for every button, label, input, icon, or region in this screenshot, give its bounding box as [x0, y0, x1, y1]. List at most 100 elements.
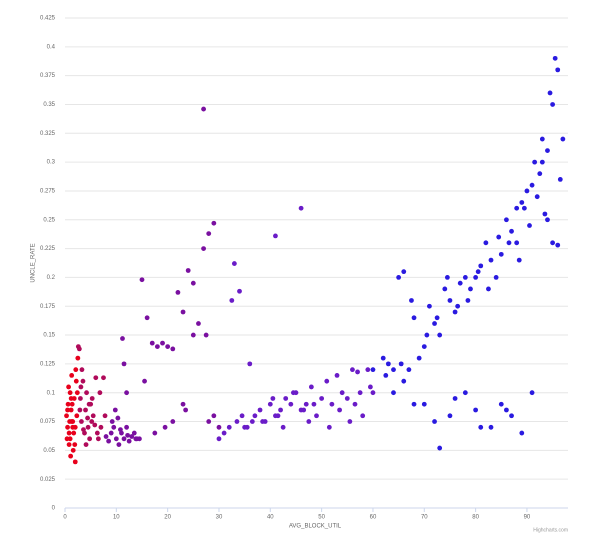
- point: [306, 419, 312, 424]
- point: [111, 424, 117, 430]
- point: [360, 413, 366, 419]
- point: [509, 228, 514, 234]
- point: [252, 413, 258, 419]
- point: [329, 401, 335, 407]
- point: [465, 298, 471, 303]
- point: [68, 453, 74, 459]
- point: [206, 419, 212, 424]
- y-tick-label: 0.425: [40, 16, 56, 22]
- point: [504, 217, 509, 223]
- credits: Highcharts.com: [533, 527, 568, 533]
- point: [87, 436, 93, 442]
- point: [196, 321, 201, 326]
- point: [291, 390, 296, 396]
- point: [534, 194, 540, 200]
- point: [409, 298, 414, 303]
- x-tick-label: 20: [164, 515, 171, 521]
- point: [89, 396, 95, 401]
- point: [247, 361, 253, 367]
- point: [239, 413, 245, 419]
- x-tick-label: 40: [267, 515, 274, 521]
- point: [301, 407, 307, 413]
- point: [391, 367, 396, 373]
- point: [432, 321, 437, 326]
- point: [478, 263, 484, 269]
- point: [149, 340, 155, 346]
- point: [175, 290, 181, 295]
- point: [545, 217, 550, 223]
- point: [496, 234, 502, 240]
- point: [72, 459, 78, 465]
- point: [519, 200, 525, 205]
- point: [383, 373, 389, 378]
- point: [539, 159, 545, 165]
- point: [142, 378, 147, 384]
- point: [319, 396, 325, 401]
- y-tick-label: 0.325: [40, 131, 56, 137]
- point: [288, 401, 294, 407]
- point: [120, 336, 125, 341]
- point: [278, 407, 283, 413]
- point: [249, 419, 255, 424]
- x-tick-label: 80: [472, 515, 479, 521]
- point: [180, 401, 186, 407]
- point: [137, 436, 142, 442]
- point: [385, 361, 391, 367]
- point: [66, 442, 72, 447]
- point: [283, 396, 289, 401]
- point: [66, 430, 72, 436]
- point: [211, 413, 217, 419]
- point: [473, 275, 479, 280]
- point: [391, 390, 396, 396]
- point: [273, 233, 278, 239]
- point: [542, 211, 548, 217]
- point: [83, 407, 88, 413]
- x-tick-label: 0: [63, 515, 67, 521]
- point: [455, 303, 461, 309]
- point: [401, 269, 407, 275]
- point: [234, 419, 240, 424]
- point: [509, 413, 514, 419]
- point: [108, 430, 114, 436]
- point: [498, 251, 504, 257]
- point: [473, 407, 479, 413]
- point: [154, 344, 160, 349]
- y-tick-label: 0.4: [47, 44, 56, 50]
- point: [66, 384, 71, 390]
- point: [421, 401, 427, 407]
- y-tick-label: 0.3: [47, 160, 56, 166]
- point: [139, 277, 145, 283]
- point: [367, 384, 373, 390]
- point: [80, 378, 86, 384]
- point: [557, 177, 563, 182]
- point: [337, 407, 342, 413]
- point: [144, 315, 150, 321]
- point: [74, 390, 80, 396]
- point: [98, 424, 104, 430]
- point: [452, 309, 458, 315]
- point: [103, 434, 109, 439]
- point: [550, 102, 556, 107]
- point: [560, 136, 566, 142]
- point: [326, 424, 332, 430]
- point: [311, 401, 317, 407]
- point: [537, 171, 543, 177]
- point: [308, 384, 314, 390]
- point: [90, 413, 96, 419]
- point: [424, 332, 430, 338]
- point: [70, 447, 76, 453]
- point: [92, 422, 98, 428]
- point: [457, 280, 463, 286]
- point: [201, 106, 206, 112]
- point: [514, 205, 520, 211]
- point: [314, 413, 319, 419]
- y-tick-label: 0.375: [40, 73, 56, 79]
- point: [447, 413, 453, 419]
- point: [84, 390, 89, 396]
- point: [462, 390, 468, 396]
- point: [478, 424, 484, 430]
- point: [352, 401, 358, 407]
- point: [493, 275, 499, 280]
- point: [411, 401, 417, 407]
